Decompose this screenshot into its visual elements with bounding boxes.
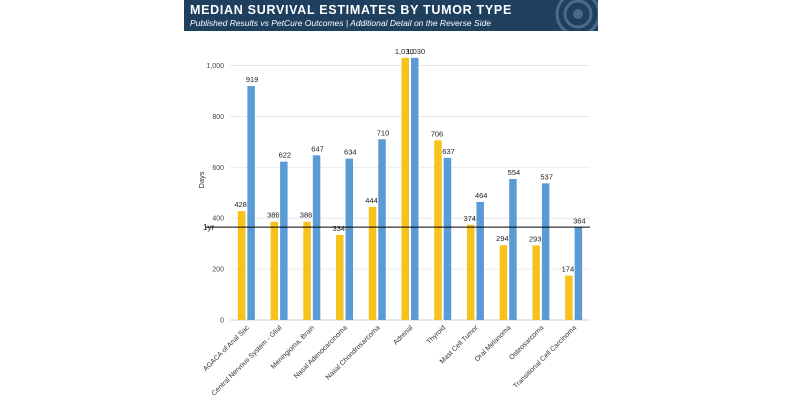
title-banner: MEDIAN SURVIVAL ESTIMATES BY TUMOR TYPE … (184, 0, 598, 31)
bar-series-2 (509, 178, 517, 320)
data-label: 634 (344, 148, 357, 157)
chart-subtitle: Published Results vs PetCure Outcomes | … (190, 18, 491, 28)
bar-series-1 (565, 275, 573, 320)
bar-series-1 (368, 206, 377, 320)
data-label: 374 (463, 214, 476, 223)
bar-series-2 (541, 183, 550, 320)
data-label: 1,030 (395, 47, 414, 56)
reference-line-label: 1yr (203, 223, 214, 232)
data-label: 647 (311, 144, 324, 153)
bar-series-1 (270, 221, 279, 320)
chart-title: MEDIAN SURVIVAL ESTIMATES BY TUMOR TYPE (190, 3, 513, 17)
bar-series-1 (532, 245, 540, 320)
x-category-label: Transitional Cell Carcinoma (512, 324, 578, 390)
data-label: 622 (279, 151, 292, 160)
y-tick-label: 600 (212, 165, 224, 172)
data-label: 386 (267, 211, 280, 220)
data-label: 1,030 (406, 47, 425, 56)
bar-series-1 (434, 140, 442, 320)
data-label: 706 (431, 129, 444, 138)
concentric-circles-logo-icon (555, 0, 598, 31)
bar-series-1 (336, 234, 344, 320)
bar-series-2 (476, 201, 484, 320)
x-category-label: Nasal Chondrosarcoma (325, 324, 382, 381)
x-category-label: Thyroid (426, 324, 448, 346)
bar-series-1 (401, 57, 409, 321)
bar-series-2 (443, 157, 452, 320)
bar-series-2 (280, 161, 288, 320)
bar-series-1 (237, 211, 246, 320)
bar-series-1 (499, 245, 508, 320)
data-label: 554 (508, 168, 521, 177)
data-label: 364 (573, 216, 586, 225)
bar-series-2 (247, 86, 255, 320)
data-label: 537 (540, 172, 553, 181)
data-label: 293 (529, 234, 542, 243)
bar-series-2 (378, 139, 386, 320)
bar-series-1 (303, 221, 311, 320)
data-label: 637 (442, 147, 455, 156)
x-category-label: Oral Melanoma (474, 324, 513, 363)
data-label: 174 (562, 265, 575, 274)
y-tick-label: 1,000 (206, 63, 224, 70)
data-label: 464 (475, 191, 488, 200)
y-tick-label: 200 (212, 267, 224, 274)
data-label: 919 (246, 75, 259, 84)
bar-series-1 (466, 224, 475, 320)
y-axis-title: Days (197, 171, 206, 188)
x-category-label: Osteosarcoma (508, 324, 545, 361)
data-label: 428 (234, 200, 247, 209)
x-category-label: Adrenal (392, 324, 414, 346)
x-category-label: Central Nervous System - Glial (211, 324, 284, 397)
data-label: 444 (365, 196, 378, 205)
y-tick-label: 0 (220, 318, 224, 325)
data-label: 294 (496, 234, 509, 243)
y-tick-label: 400 (212, 216, 224, 223)
y-tick-label: 800 (212, 114, 224, 121)
bar-series-2 (574, 227, 583, 320)
bar-series-2 (312, 155, 321, 320)
data-label: 710 (377, 128, 390, 137)
x-category-label: Nasal Adenocarcinoma (293, 324, 349, 380)
bar-series-2 (345, 158, 354, 320)
data-label: 386 (300, 211, 313, 220)
data-label: 334 (333, 224, 346, 233)
bar-series-2 (411, 57, 419, 321)
